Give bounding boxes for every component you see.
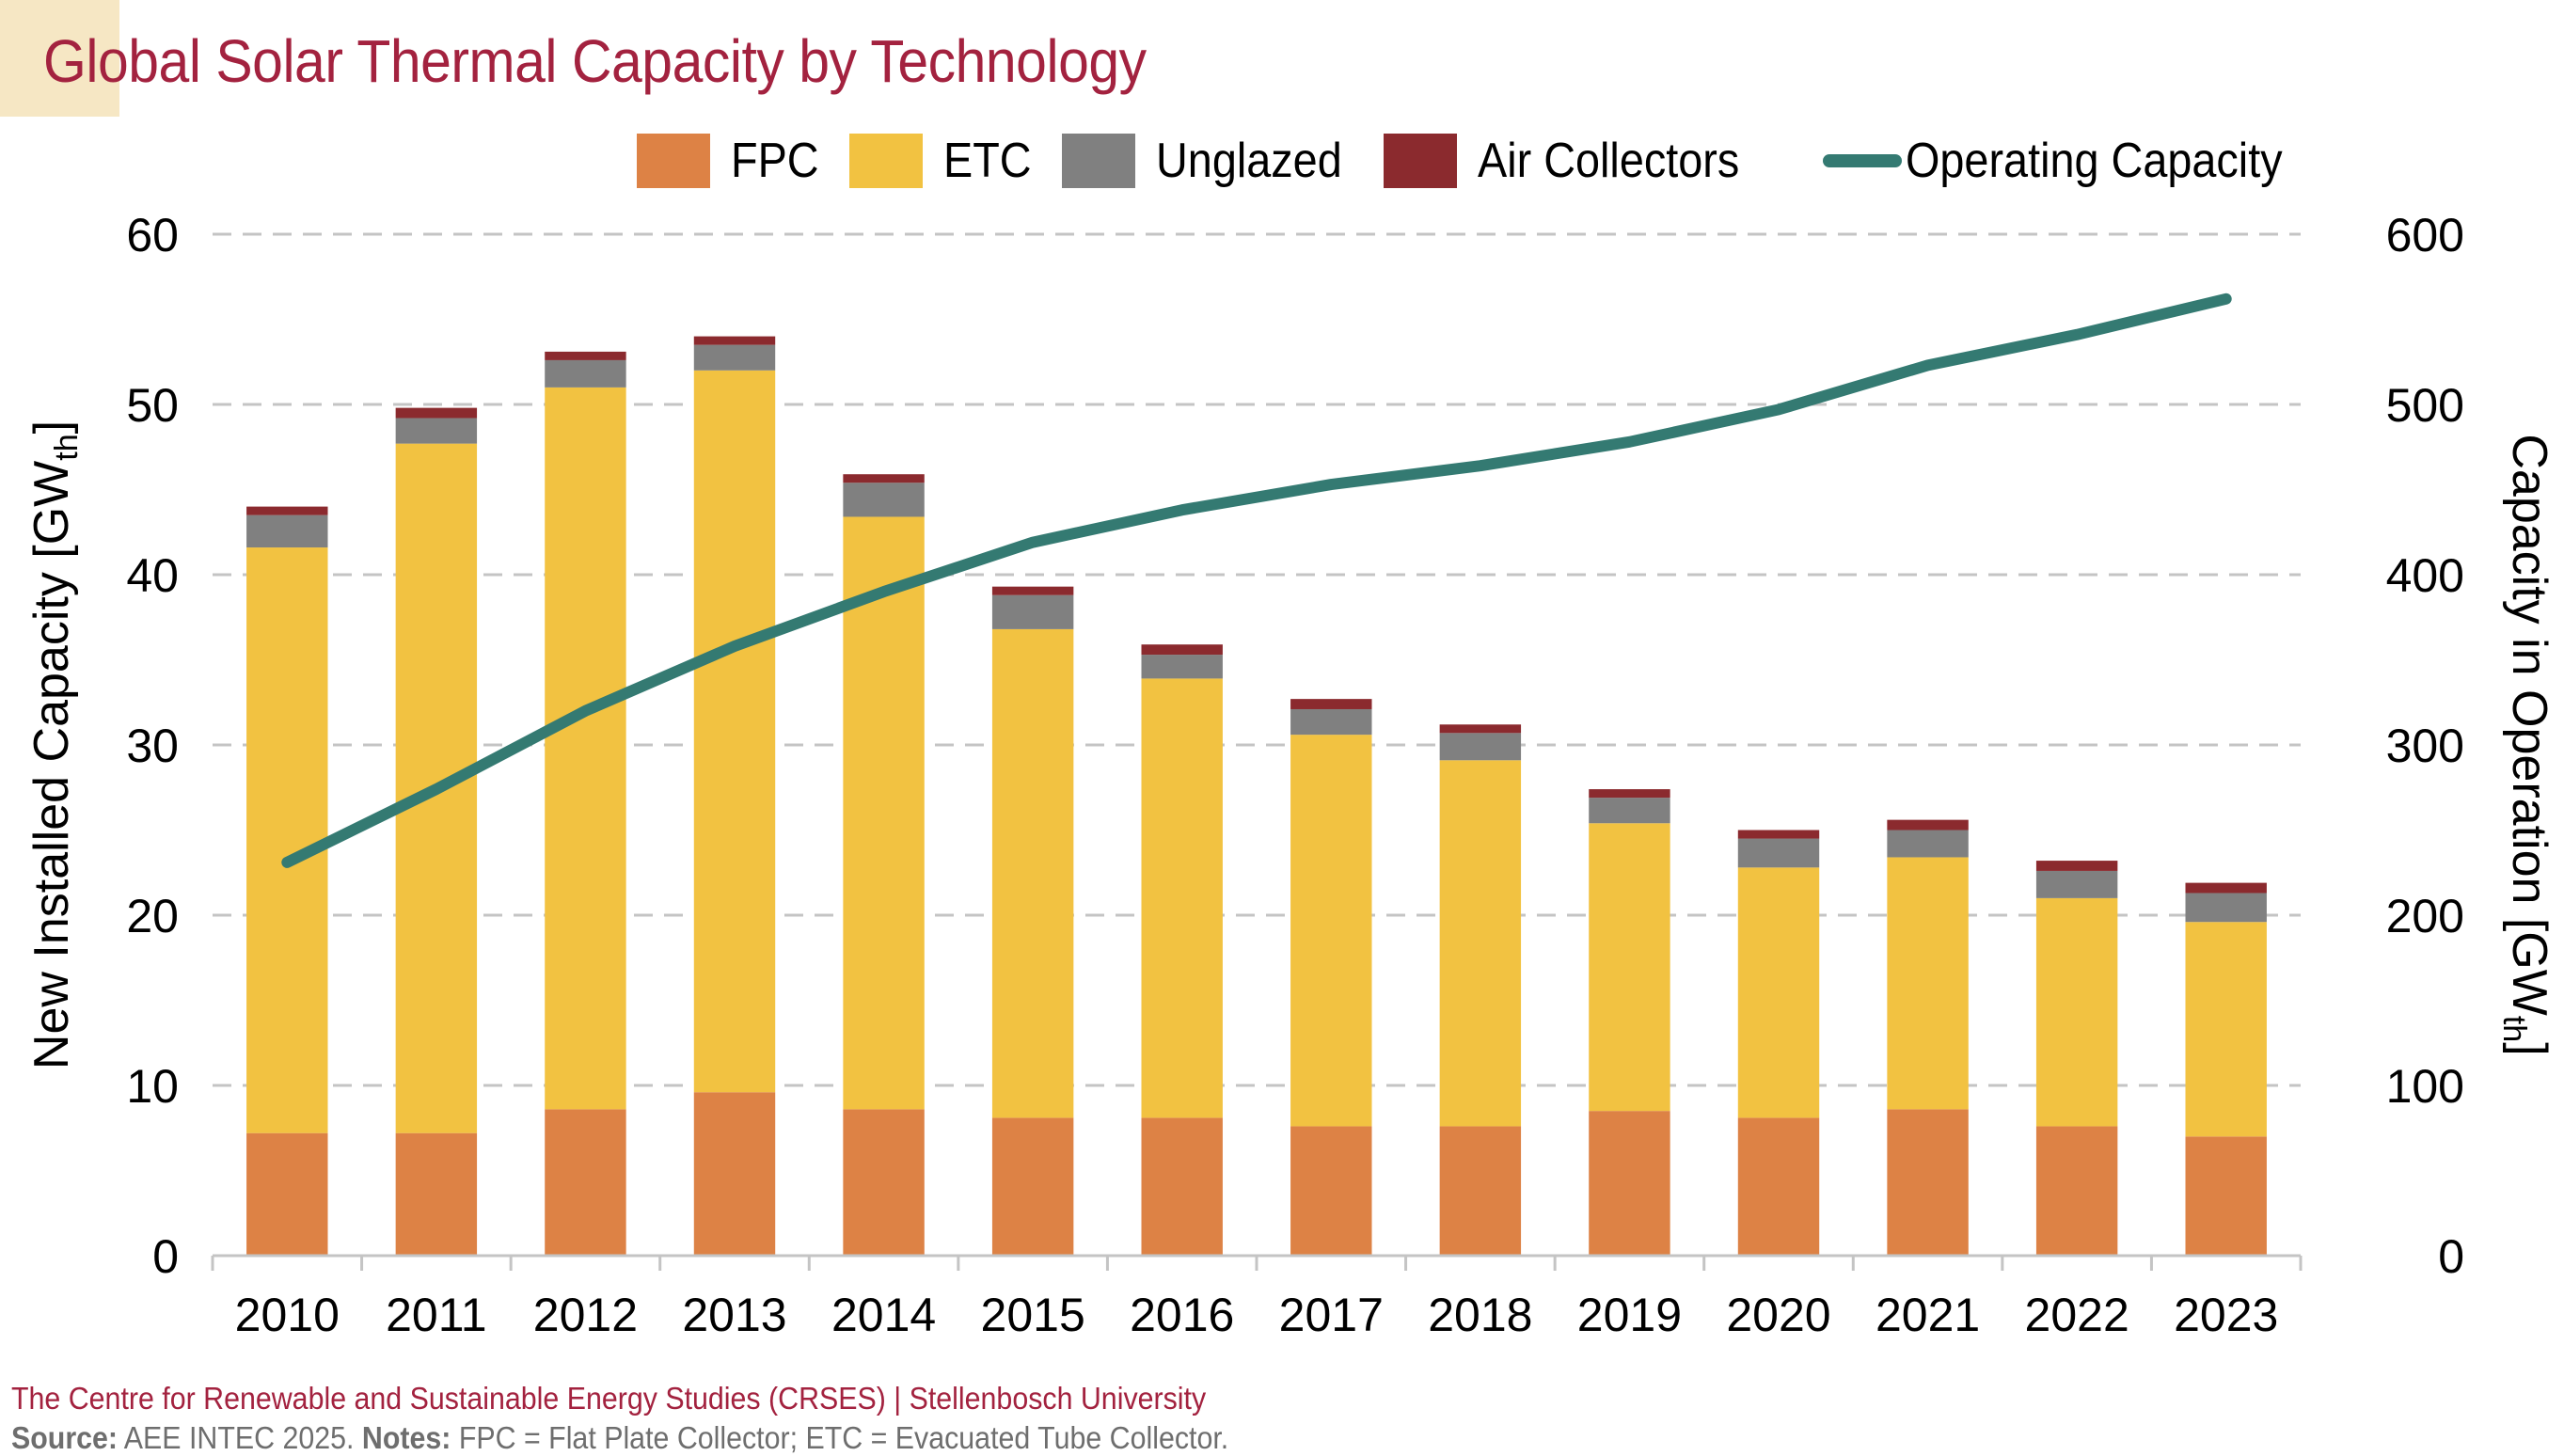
x-tick-label: 2012 — [533, 1289, 638, 1341]
bar-air-collectors-2010 — [246, 507, 327, 515]
bar-fpc-2012 — [545, 1109, 625, 1256]
y2-tick-label: 400 — [2386, 549, 2464, 602]
bar-unglazed-2014 — [843, 483, 924, 516]
x-tick-label: 2022 — [2025, 1289, 2129, 1341]
bar-air-collectors-2016 — [1142, 644, 1223, 655]
bar-etc-2019 — [1589, 823, 1670, 1111]
bars — [246, 337, 2267, 1256]
y2-tick-label: 0 — [2438, 1230, 2464, 1283]
y-tick-label: 20 — [126, 890, 179, 942]
bar-fpc-2011 — [396, 1133, 477, 1256]
x-tick-label: 2010 — [235, 1289, 340, 1341]
y2-tick-label: 500 — [2386, 379, 2464, 432]
bar-air-collectors-2022 — [2036, 861, 2117, 871]
x-tick-label: 2016 — [1130, 1289, 1234, 1341]
bar-air-collectors-2012 — [545, 352, 625, 360]
bar-unglazed-2021 — [1887, 831, 1968, 858]
x-tick-label: 2020 — [1726, 1289, 1830, 1341]
bar-air-collectors-2021 — [1887, 820, 1968, 831]
footer-credit: The Centre for Renewable and Sustainable… — [11, 1381, 1206, 1416]
y-tick-label: 10 — [126, 1060, 179, 1113]
bar-fpc-2017 — [1290, 1126, 1371, 1256]
bar-unglazed-2022 — [2036, 871, 2117, 898]
bar-etc-2013 — [694, 371, 775, 1092]
bar-air-collectors-2018 — [1440, 724, 1521, 733]
bar-etc-2021 — [1887, 857, 1968, 1109]
y2-axis-title: Capacity in Operation [GWth] — [2496, 434, 2556, 1055]
x-tick-label: 2017 — [1279, 1289, 1384, 1341]
bar-etc-2016 — [1142, 678, 1223, 1117]
source-label: Source: — [11, 1420, 118, 1455]
footer-source: Source: AEE INTEC 2025. Notes: FPC = Fla… — [11, 1420, 1228, 1456]
bar-air-collectors-2014 — [843, 474, 924, 483]
bar-air-collectors-2020 — [1738, 831, 1819, 839]
y2-tick-label: 200 — [2386, 890, 2464, 942]
bar-etc-2015 — [992, 629, 1073, 1117]
bar-etc-2017 — [1290, 735, 1371, 1126]
bar-unglazed-2013 — [694, 345, 775, 371]
bar-air-collectors-2015 — [992, 587, 1073, 595]
bar-unglazed-2012 — [545, 360, 625, 388]
bar-air-collectors-2011 — [396, 408, 477, 419]
bar-fpc-2023 — [2186, 1136, 2267, 1256]
bar-unglazed-2011 — [396, 418, 477, 443]
bar-unglazed-2010 — [246, 515, 327, 547]
x-tick-label: 2019 — [1577, 1289, 1682, 1341]
bar-fpc-2018 — [1440, 1126, 1521, 1256]
bar-fpc-2013 — [694, 1092, 775, 1256]
bar-unglazed-2016 — [1142, 655, 1223, 678]
y-axis-title: New Installed Capacity [GWth] — [24, 420, 85, 1069]
bar-etc-2022 — [2036, 898, 2117, 1127]
bar-fpc-2014 — [843, 1109, 924, 1256]
source-text: AEE INTEC 2025. — [118, 1420, 362, 1455]
bar-unglazed-2018 — [1440, 733, 1521, 760]
bar-etc-2020 — [1738, 867, 1819, 1117]
notes-label: Notes: — [362, 1420, 451, 1455]
y-tick-label: 30 — [126, 720, 179, 772]
notes-text: FPC = Flat Plate Collector; ETC = Evacua… — [451, 1420, 1228, 1455]
bar-air-collectors-2023 — [2186, 883, 2267, 894]
x-tick-label: 2014 — [831, 1289, 936, 1341]
bar-unglazed-2023 — [2186, 893, 2267, 922]
bar-fpc-2015 — [992, 1117, 1073, 1256]
x-tick-label: 2015 — [981, 1289, 1085, 1341]
bar-etc-2010 — [246, 547, 327, 1133]
bar-fpc-2022 — [2036, 1126, 2117, 1256]
gridlines — [213, 234, 2301, 1085]
y-tick-label: 0 — [152, 1230, 179, 1283]
bar-fpc-2020 — [1738, 1117, 1819, 1256]
bar-fpc-2010 — [246, 1133, 327, 1256]
bar-air-collectors-2019 — [1589, 789, 1670, 798]
y2-tick-label: 300 — [2386, 720, 2464, 772]
y2-tick-label: 600 — [2386, 209, 2464, 261]
x-tick-label: 2011 — [386, 1289, 487, 1341]
y-tick-label: 50 — [126, 379, 179, 432]
bar-unglazed-2015 — [992, 595, 1073, 629]
x-tick-label: 2023 — [2174, 1289, 2278, 1341]
bar-fpc-2019 — [1589, 1111, 1670, 1256]
bar-etc-2012 — [545, 388, 625, 1109]
bar-air-collectors-2013 — [694, 337, 775, 345]
x-tick-label: 2018 — [1428, 1289, 1532, 1341]
bar-fpc-2021 — [1887, 1109, 1968, 1256]
bar-unglazed-2017 — [1290, 709, 1371, 735]
bar-air-collectors-2017 — [1290, 699, 1371, 709]
y-tick-label: 60 — [126, 209, 179, 261]
bar-unglazed-2019 — [1589, 798, 1670, 823]
bar-unglazed-2020 — [1738, 839, 1819, 868]
bar-etc-2018 — [1440, 760, 1521, 1126]
y2-tick-label: 100 — [2386, 1060, 2464, 1113]
bar-fpc-2016 — [1142, 1117, 1223, 1256]
x-tick-label: 2013 — [682, 1289, 786, 1341]
bar-etc-2023 — [2186, 922, 2267, 1136]
x-tick-label: 2021 — [1876, 1289, 1980, 1341]
y-tick-label: 40 — [126, 549, 179, 602]
